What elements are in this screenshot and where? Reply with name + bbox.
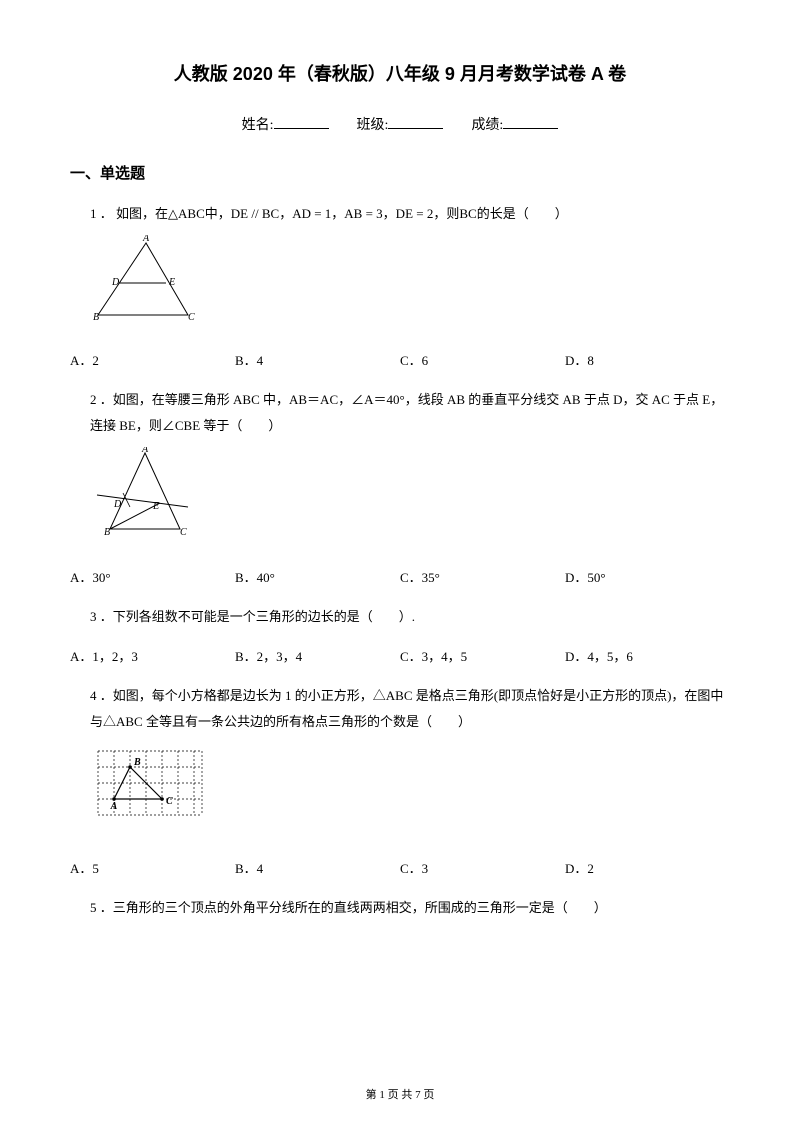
q1-tf: BC [459, 206, 476, 221]
q4-num: 4 ． [90, 688, 113, 703]
svg-text:C: C [188, 312, 195, 323]
q1-tb: △ABC [168, 206, 205, 221]
q3-num: 3 ． [90, 609, 113, 624]
q1-figure: A B C D E [90, 235, 730, 334]
q4-grid-icon: A B C [90, 743, 210, 833]
q2-figure: A B C D E [90, 447, 730, 551]
q5-text: 5 ．三角形的三个顶点的外角平分线所在的直线两两相交，所围成的三角形一定是（ ） [90, 895, 730, 921]
q2-num: 2 ． [90, 392, 113, 407]
q4-opt-a[interactable]: A．5 [70, 858, 235, 877]
q2-opt-d[interactable]: D．50° [565, 567, 730, 586]
section-title: 一、单选题 [70, 162, 730, 183]
q1-tc: 中， [205, 206, 231, 221]
q2-opt-b[interactable]: B．40° [235, 567, 400, 586]
q3-options: A．1，2，3 B．2，3，4 C．3，4，5 D．4，5，6 [70, 646, 730, 665]
svg-text:C: C [166, 796, 173, 807]
q1-opt-d[interactable]: D．8 [565, 350, 730, 369]
q1-opt-b[interactable]: B．4 [235, 350, 400, 369]
q2-text: 2 ．如图，在等腰三角形 ABC 中，AB＝AC，∠A＝40°，线段 AB 的垂… [90, 387, 730, 439]
svg-text:B: B [133, 757, 141, 768]
q4-opt-c[interactable]: C．3 [400, 858, 565, 877]
svg-text:B: B [104, 527, 110, 538]
q2-options: A．30° B．40° C．35° D．50° [70, 567, 730, 586]
svg-text:E: E [152, 501, 159, 512]
question-1: 1 ． 如图，在△ABC中，DE // BC，AD = 1，AB = 3，DE … [90, 201, 730, 334]
q1-tg: 的长是（ ） [477, 206, 568, 221]
q1-ta: 如图，在 [116, 206, 168, 221]
q1-opt-c[interactable]: C．6 [400, 350, 565, 369]
q1-opt-a[interactable]: A．2 [70, 350, 235, 369]
svg-text:B: B [93, 312, 99, 323]
question-2: 2 ．如图，在等腰三角形 ABC 中，AB＝AC，∠A＝40°，线段 AB 的垂… [90, 387, 730, 551]
q1-num: 1 ． [90, 206, 113, 221]
question-4: 4 ．如图，每个小方格都是边长为 1 的小正方形，△ABC 是格点三角形(即顶点… [90, 683, 730, 842]
q2-opt-c[interactable]: C．35° [400, 567, 565, 586]
q1-text: 1 ． 如图，在△ABC中，DE // BC，AD = 1，AB = 3，DE … [90, 201, 730, 227]
question-3: 3 ．下列各组数不可能是一个三角形的边长的是（ ）. [90, 604, 730, 630]
q4-figure: A B C [90, 743, 730, 842]
q1-triangle-icon: A B C D E [90, 235, 200, 325]
q3-opt-d[interactable]: D．4，5，6 [565, 646, 730, 665]
name-label: 姓名: [242, 118, 274, 133]
page-footer: 第 1 页 共 7 页 [0, 1086, 800, 1102]
q5-num: 5 ． [90, 900, 113, 915]
score-blank[interactable] [503, 115, 558, 129]
svg-text:C: C [180, 527, 187, 538]
svg-text:A: A [110, 801, 118, 812]
q4-options: A．5 B．4 C．3 D．2 [70, 858, 730, 877]
q1-options: A．2 B．4 C．6 D．8 [70, 350, 730, 369]
q4-opt-b[interactable]: B．4 [235, 858, 400, 877]
score-label: 成绩: [471, 118, 503, 133]
class-label: 班级: [357, 118, 389, 133]
q3-text: 3 ．下列各组数不可能是一个三角形的边长的是（ ）. [90, 604, 730, 630]
q3-body: 下列各组数不可能是一个三角形的边长的是（ ）. [113, 609, 415, 624]
q3-opt-a[interactable]: A．1，2，3 [70, 646, 235, 665]
q1-te: ，AD = 1，AB = 3，DE = 2，则 [279, 206, 459, 221]
q3-opt-b[interactable]: B．2，3，4 [235, 646, 400, 665]
q5-body: 三角形的三个顶点的外角平分线所在的直线两两相交，所围成的三角形一定是（ ） [113, 900, 607, 915]
q4-body: 如图，每个小方格都是边长为 1 的小正方形，△ABC 是格点三角形(即顶点恰好是… [90, 688, 723, 729]
svg-text:A: A [141, 447, 149, 455]
info-line: 姓名: 班级: 成绩: [70, 114, 730, 134]
svg-text:D: D [111, 277, 120, 288]
name-blank[interactable] [274, 115, 329, 129]
svg-text:E: E [168, 277, 175, 288]
q2-triangle-icon: A B C D E [90, 447, 195, 542]
exam-title: 人教版 2020 年（春秋版）八年级 9 月月考数学试卷 A 卷 [70, 60, 730, 86]
svg-text:A: A [142, 235, 150, 244]
question-5: 5 ．三角形的三个顶点的外角平分线所在的直线两两相交，所围成的三角形一定是（ ） [90, 895, 730, 921]
class-blank[interactable] [388, 115, 443, 129]
q1-td: DE // BC [231, 206, 279, 221]
svg-text:D: D [113, 499, 122, 510]
q2-opt-a[interactable]: A．30° [70, 567, 235, 586]
q3-opt-c[interactable]: C．3，4，5 [400, 646, 565, 665]
q4-opt-d[interactable]: D．2 [565, 858, 730, 877]
q4-text: 4 ．如图，每个小方格都是边长为 1 的小正方形，△ABC 是格点三角形(即顶点… [90, 683, 730, 735]
q2-body: 如图，在等腰三角形 ABC 中，AB＝AC，∠A＝40°，线段 AB 的垂直平分… [90, 392, 723, 433]
